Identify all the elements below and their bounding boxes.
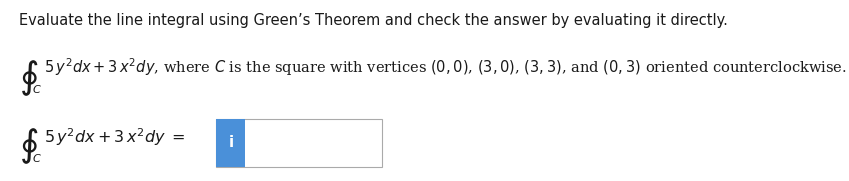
FancyBboxPatch shape bbox=[216, 119, 382, 167]
Text: i: i bbox=[228, 136, 233, 150]
Text: $\oint$: $\oint$ bbox=[19, 58, 38, 98]
Text: $5\,y^2dx + 3\,x^2dy\;=$: $5\,y^2dx + 3\,x^2dy\;=$ bbox=[44, 127, 185, 148]
Text: $5\,y^2dx + 3\,x^2dy$, where $C$ is the square with vertices $(0, 0)$, $(3, 0)$,: $5\,y^2dx + 3\,x^2dy$, where $C$ is the … bbox=[44, 56, 847, 78]
Text: Evaluate the line integral using Green’s Theorem and check the answer by evaluat: Evaluate the line integral using Green’s… bbox=[19, 13, 728, 28]
FancyBboxPatch shape bbox=[216, 119, 245, 167]
Text: $C$: $C$ bbox=[32, 83, 42, 95]
Text: $C$: $C$ bbox=[32, 152, 42, 164]
Text: $\oint$: $\oint$ bbox=[19, 127, 38, 166]
